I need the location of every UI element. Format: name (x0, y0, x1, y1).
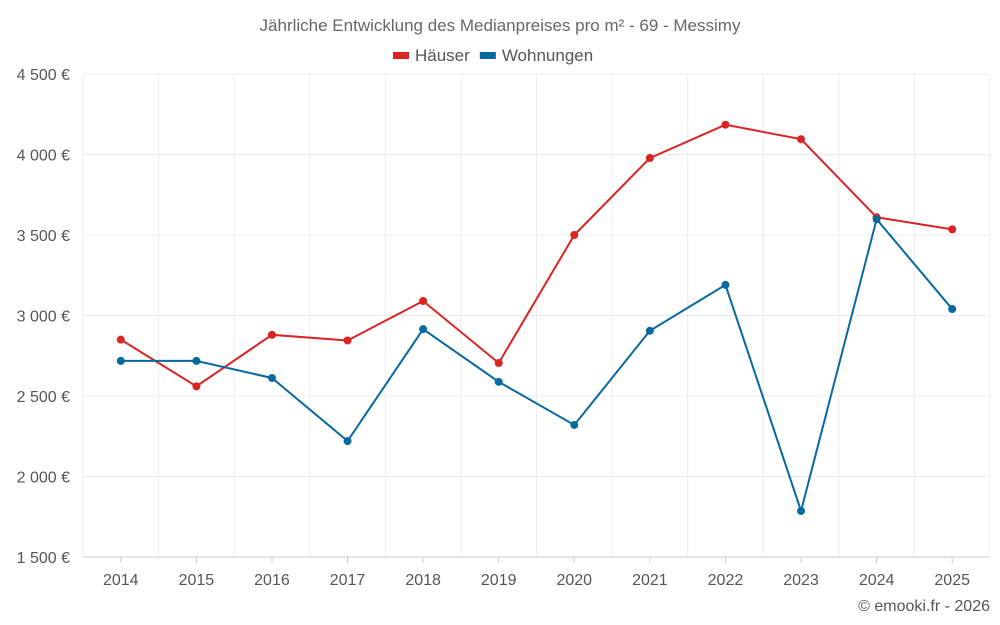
x-tick-label: 2015 (179, 572, 215, 589)
data-point (721, 280, 730, 289)
series-line (120, 217, 953, 515)
y-tick-label: 3 000 € (17, 309, 70, 326)
series-häuser (116, 120, 957, 391)
x-tick-label: 2017 (330, 572, 366, 589)
grid (82, 73, 991, 558)
data-point (343, 437, 352, 446)
data-point (721, 120, 730, 129)
series-wohnungen (116, 215, 957, 515)
legend: Häuser Wohnungen (393, 46, 593, 65)
chart-title: Jährliche Entwicklung des Medianpreises … (260, 16, 741, 35)
data-point (419, 325, 428, 334)
series-line (120, 123, 953, 388)
x-tick-label: 2021 (632, 572, 668, 589)
y-tick-label: 4 500 € (17, 67, 70, 84)
data-point (419, 297, 428, 306)
y-tick-label: 3 500 € (17, 228, 70, 245)
legend-label: Häuser (415, 46, 470, 65)
data-point (948, 305, 957, 314)
data-point (267, 330, 276, 339)
data-point (494, 377, 503, 386)
y-axis: 1 500 € 2 000 € 2 500 € 3 000 € 3 500 € 4 000… (17, 67, 70, 567)
y-tick-label: 1 500 € (17, 550, 70, 567)
data-point (192, 382, 201, 391)
x-tick-label: 2019 (481, 572, 517, 589)
data-point (797, 506, 806, 515)
data-point (343, 336, 352, 345)
x-tick-label: 2020 (556, 572, 592, 589)
credit: © emooki.fr - 2026 (858, 598, 990, 615)
data-point (872, 215, 881, 224)
x-tick-label: 2022 (708, 572, 744, 589)
data-point (116, 356, 125, 365)
data-point (267, 373, 276, 382)
y-tick-label: 2 500 € (17, 389, 70, 406)
x-tick-label: 2023 (783, 572, 819, 589)
x-tick-label: 2024 (859, 572, 895, 589)
y-tick-label: 4 000 € (17, 148, 70, 165)
legend-swatch (479, 52, 496, 59)
x-tick-label: 2014 (103, 572, 139, 589)
data-point (116, 335, 125, 344)
data-point (645, 326, 654, 335)
data-point (570, 231, 579, 239)
data-point (494, 358, 503, 367)
data-point (570, 420, 579, 429)
x-tick-label: 2025 (934, 572, 970, 589)
legend-label: Wohnungen (502, 46, 593, 65)
legend-swatch (393, 52, 409, 59)
data-point (797, 135, 806, 144)
data-point (948, 225, 957, 234)
series-group (116, 120, 957, 515)
x-axis: 2014 2015 2016 2017 2018 2019 2020 2021 2022 2023… (103, 557, 970, 589)
x-tick-label: 2016 (254, 572, 290, 589)
data-point (645, 154, 654, 163)
data-point (192, 356, 201, 365)
x-tick-label: 2018 (405, 572, 441, 589)
y-tick-label: 2 000 € (17, 470, 70, 487)
